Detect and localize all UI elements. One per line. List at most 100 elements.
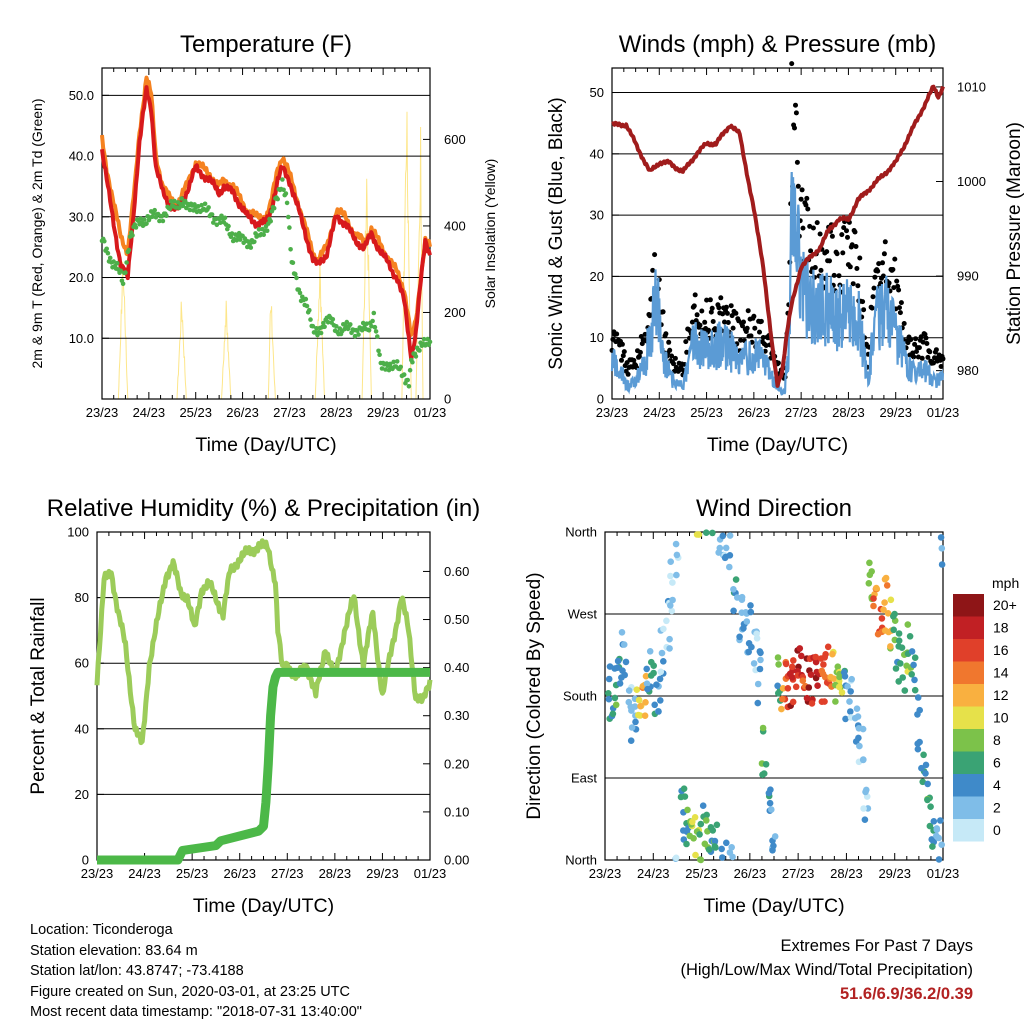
direction-point bbox=[812, 658, 820, 666]
direction-point bbox=[924, 796, 931, 804]
direction-point bbox=[612, 701, 620, 709]
dewpoint-point bbox=[172, 198, 177, 204]
gust-point bbox=[689, 319, 695, 325]
dewpoint-point bbox=[356, 332, 361, 337]
direction-point bbox=[641, 712, 649, 719]
gust-point bbox=[925, 354, 931, 360]
y-tick-label: North bbox=[565, 853, 597, 868]
y2-axis-label: Solar Insolation (Yellow) bbox=[482, 159, 498, 309]
gust-point bbox=[875, 268, 881, 274]
dewpoint-point bbox=[275, 196, 281, 202]
extremes-values: 51.6/6.9/36.2/0.39 bbox=[839, 985, 973, 1003]
direction-point bbox=[847, 688, 854, 695]
gust-point bbox=[799, 187, 805, 193]
gust-point bbox=[898, 300, 904, 306]
gust-point bbox=[684, 349, 690, 355]
station-info: Location: Ticonderoga Station elevation:… bbox=[30, 920, 362, 1023]
legend-label: 18 bbox=[993, 620, 1009, 636]
dewpoint-point bbox=[310, 323, 316, 329]
gust-point bbox=[882, 239, 888, 245]
dewpoint-point bbox=[195, 204, 201, 209]
direction-point bbox=[635, 696, 643, 704]
dewpoint-point bbox=[344, 319, 350, 325]
direction-point bbox=[743, 618, 751, 625]
y-axis-label: Percent & Total Rainfall bbox=[28, 597, 49, 794]
y-tick-label: 20 bbox=[590, 269, 604, 284]
dewpoint-point bbox=[406, 384, 412, 389]
direction-point bbox=[633, 686, 641, 693]
gust-point bbox=[912, 341, 918, 347]
legend-label: 14 bbox=[993, 665, 1009, 681]
y2-tick-label: 0.10 bbox=[444, 804, 469, 819]
direction-point bbox=[753, 630, 760, 638]
direction-point bbox=[673, 551, 681, 559]
gust-point bbox=[836, 273, 842, 279]
x-tick-label: 25/23 bbox=[685, 866, 718, 881]
direction-point bbox=[605, 695, 613, 703]
gust-point bbox=[691, 303, 697, 309]
direction-point bbox=[821, 698, 828, 705]
gust-point bbox=[897, 310, 903, 316]
dewpoint-point bbox=[427, 339, 433, 345]
gust-point bbox=[697, 322, 703, 328]
direction-point bbox=[667, 602, 674, 609]
direction-point bbox=[873, 584, 880, 592]
y-tick-label: South bbox=[563, 689, 597, 704]
dewpoint-point bbox=[330, 317, 336, 322]
dewpoint-point bbox=[348, 322, 353, 327]
gust-point bbox=[718, 295, 724, 301]
dewpoint-point bbox=[318, 330, 324, 336]
direction-point bbox=[762, 761, 770, 768]
chart-title: Wind Direction bbox=[696, 495, 852, 522]
gust-point bbox=[860, 299, 866, 305]
legend-label: 4 bbox=[993, 777, 1001, 793]
x-tick-label: 24/23 bbox=[128, 866, 161, 881]
dewpoint-point bbox=[364, 321, 370, 327]
gust-point bbox=[872, 274, 878, 280]
dewpoint-point bbox=[222, 215, 228, 221]
figure-created: Figure created on Sun, 2020-03-01, at 23… bbox=[30, 983, 350, 1000]
dewpoint-point bbox=[160, 218, 166, 224]
gust-point bbox=[908, 337, 914, 343]
gust-point bbox=[619, 341, 625, 347]
gust-point bbox=[931, 360, 936, 366]
dewpoint-point bbox=[114, 260, 120, 266]
dewpoint-point bbox=[387, 361, 393, 367]
direction-point bbox=[716, 544, 724, 552]
direction-point bbox=[673, 571, 680, 579]
direction-point bbox=[747, 608, 755, 616]
direction-point bbox=[895, 637, 903, 644]
x-tick-label: 28/23 bbox=[320, 405, 353, 420]
direction-point bbox=[642, 672, 650, 680]
dewpoint-point bbox=[321, 320, 326, 326]
direction-point bbox=[726, 849, 734, 856]
x-tick-label: 24/23 bbox=[643, 405, 676, 420]
station-latlon: Station lat/lon: 43.8747; -73.4188 bbox=[30, 963, 244, 979]
dewpoint-point bbox=[237, 237, 243, 242]
dewpoint-point bbox=[271, 205, 277, 211]
y-tick-label: East bbox=[571, 771, 597, 786]
direction-point bbox=[648, 658, 655, 666]
gust-point bbox=[706, 327, 711, 333]
y2-tick-label: 600 bbox=[444, 132, 466, 147]
y-tick-label: 40 bbox=[75, 721, 89, 736]
direction-point bbox=[860, 756, 867, 763]
legend-label: 2 bbox=[993, 800, 1001, 816]
gust-point bbox=[741, 319, 746, 325]
dewpoint-point bbox=[371, 310, 377, 316]
direction-point bbox=[922, 770, 929, 777]
gust-point bbox=[804, 195, 810, 201]
gust-point bbox=[924, 341, 930, 346]
dewpoint-point bbox=[376, 348, 381, 354]
dewpoint-point bbox=[105, 250, 111, 256]
gust-point bbox=[854, 266, 860, 271]
direction-point bbox=[748, 643, 755, 651]
dewpoint-point bbox=[144, 221, 149, 226]
dewpoint-point bbox=[130, 233, 135, 238]
direction-point bbox=[792, 683, 800, 691]
dewpoint-point bbox=[410, 359, 415, 365]
direction-point bbox=[853, 705, 861, 712]
dewpoint-point bbox=[226, 223, 231, 229]
direction-point bbox=[672, 854, 680, 862]
gust-point bbox=[667, 347, 673, 353]
